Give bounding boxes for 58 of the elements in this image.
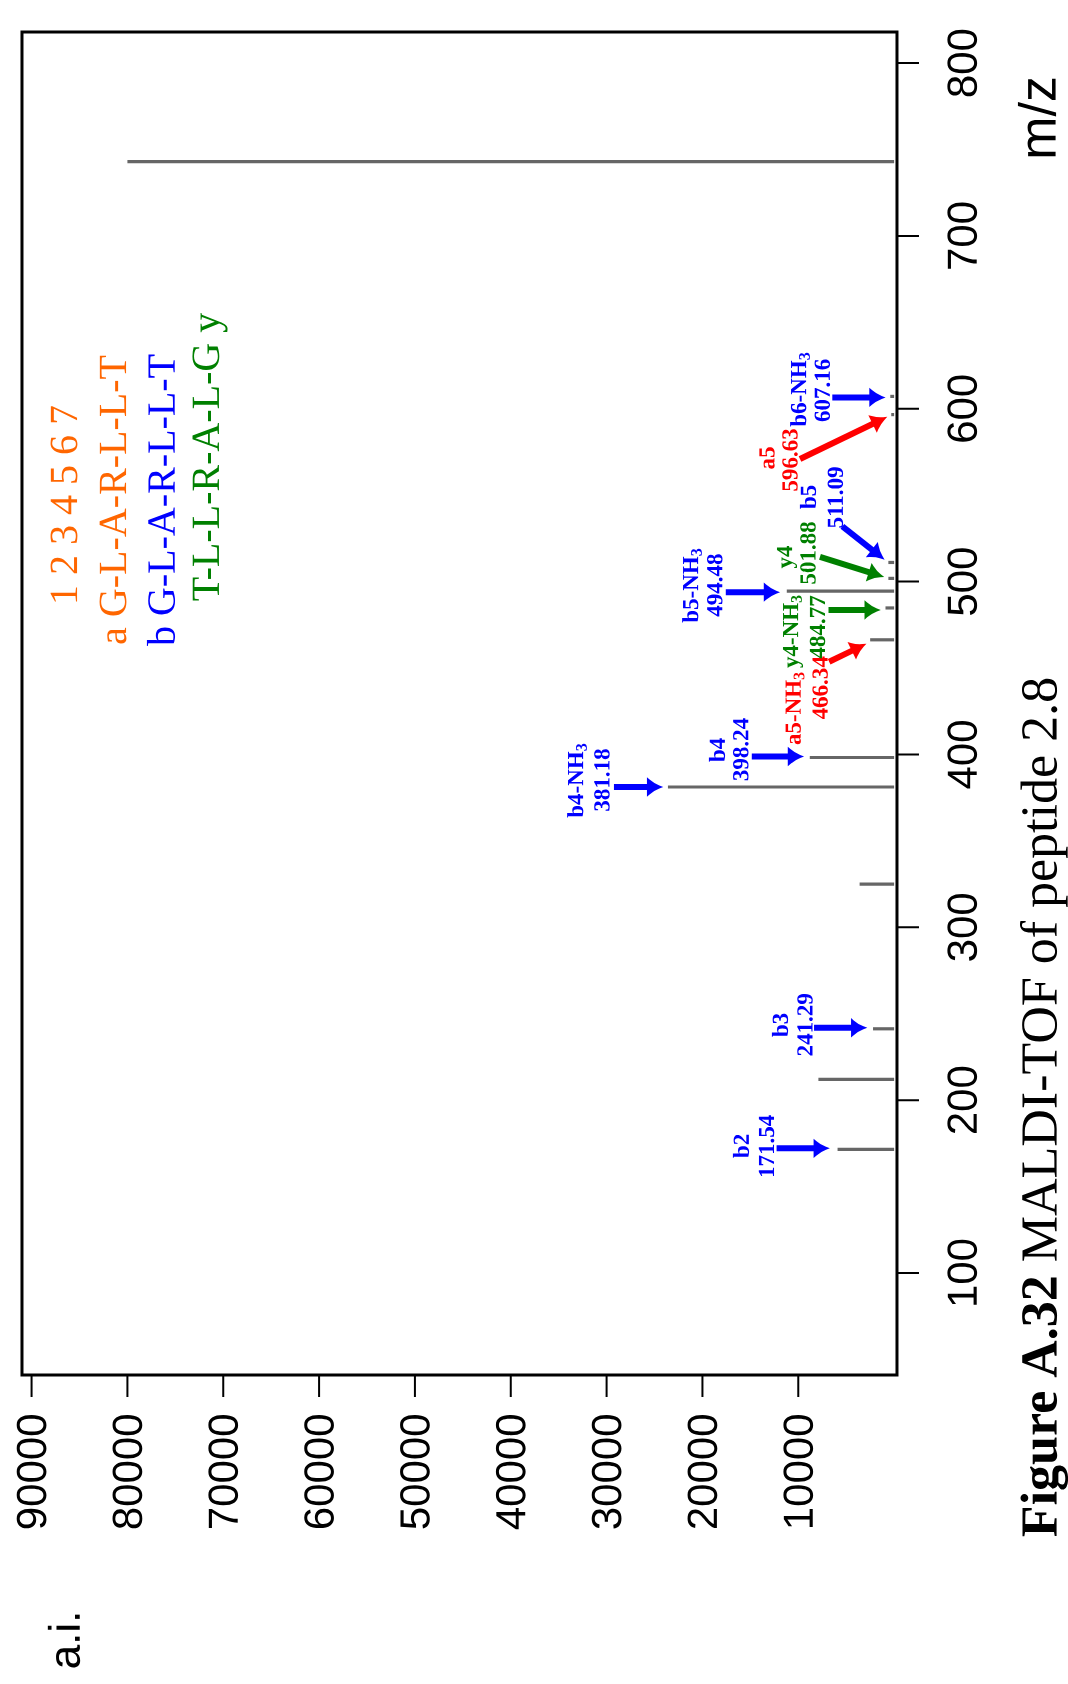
- annotation: T-L-L-R-A-L-G y: [192, 312, 228, 601]
- bar: [127, 160, 895, 164]
- annotation: 596.63: [782, 429, 798, 491]
- annotation: a5: [759, 447, 775, 469]
- annotation: b5: [799, 485, 817, 509]
- x-tick-label: 70000: [208, 1415, 239, 1529]
- bar: [870, 638, 895, 642]
- x-tick-label: 50000: [400, 1415, 430, 1529]
- y-tick-label: 400: [947, 721, 978, 789]
- annotation: 511.09: [827, 467, 844, 528]
- bar: [786, 589, 895, 593]
- y-tick-label: 100: [947, 1239, 978, 1305]
- annotation: a G-L-A-R-L-L-T: [99, 355, 127, 644]
- annotation: b4-NH$_{3}$: [567, 743, 587, 818]
- bar: [873, 1027, 895, 1031]
- x-tick-label: 10000: [783, 1415, 814, 1527]
- annotation: y4-NH$_{3}$: [782, 595, 804, 668]
- bar: [859, 882, 895, 886]
- y-tick-label: 800: [947, 29, 978, 97]
- y-tick-label: 700: [947, 202, 978, 269]
- bar: [890, 394, 895, 398]
- x-tick-label: 90000: [16, 1415, 47, 1529]
- text: Figure A.32 MALDI-TOF of peptide 2.8: [1019, 678, 1068, 1537]
- y-axis-title: m/z: [1017, 78, 1057, 157]
- bar: [891, 413, 895, 417]
- annotation: 381.18: [594, 749, 610, 811]
- x-tick-label: 60000: [304, 1415, 334, 1529]
- annotation: a5-NH$_{3}$: [785, 672, 805, 745]
- bar: [885, 606, 895, 610]
- bar: [837, 1147, 895, 1151]
- bar: [888, 576, 895, 580]
- y-tick-label: 200: [947, 1066, 978, 1134]
- annotation: 398.24: [732, 718, 749, 781]
- annotation: b6-NH$_{3}$: [790, 352, 810, 427]
- x-tick-label: 80000: [112, 1415, 143, 1529]
- x-tick-label: 20000: [687, 1415, 718, 1529]
- bar: [888, 560, 895, 565]
- annotation: 1 2 3 4 5 6 7: [50, 406, 78, 602]
- annotation: b3: [771, 1013, 789, 1037]
- y-tick-label: 500: [947, 548, 978, 615]
- annotation: b5-NH$_{3}$: [682, 548, 702, 623]
- x-tick-label: 30000: [591, 1415, 622, 1529]
- x-tick-label: 40000: [495, 1415, 526, 1530]
- annotation: 607.16: [814, 359, 831, 422]
- annotation: b G-L-A-R-L-L-T: [146, 354, 176, 647]
- annotation: b4: [708, 738, 726, 762]
- bar: [809, 755, 895, 760]
- annotation: 501.88: [800, 522, 816, 584]
- annotation: y4: [776, 545, 798, 569]
- annotation: 494.48: [706, 554, 723, 617]
- annotation: 241.29: [797, 994, 813, 1056]
- y-tick-label: 600: [947, 375, 978, 442]
- y-tick-label: 300: [947, 893, 978, 961]
- text: a.i.: [47, 1614, 81, 1668]
- bar: [667, 785, 895, 789]
- annotation: b2: [732, 1134, 750, 1158]
- bar: [818, 1077, 895, 1082]
- annotation: 171.54: [758, 1115, 775, 1177]
